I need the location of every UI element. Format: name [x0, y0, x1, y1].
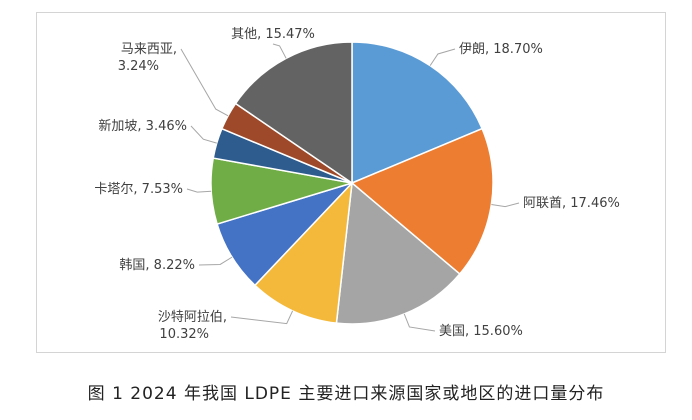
data-label: 新加坡, 3.46%	[98, 118, 187, 134]
figure-caption: 图 1 2024 年我国 LDPE 主要进口来源国家或地区的进口量分布	[87, 384, 605, 404]
data-label: 伊朗, 18.70%	[459, 42, 543, 57]
pie-slice	[350, 127, 494, 276]
data-label: 美国, 15.60%	[439, 324, 523, 339]
leader-line	[272, 43, 287, 59]
data-label: 阿联酋, 17.46%	[523, 195, 620, 211]
leader-line	[186, 188, 212, 193]
leader-line	[403, 313, 436, 332]
data-label: 马来西亚, 3.24%	[118, 42, 177, 74]
data-label: 沙特阿拉伯, 10.32%	[158, 310, 227, 342]
leader-line	[190, 125, 217, 144]
pie-slice	[351, 41, 484, 185]
leader-line	[198, 256, 233, 266]
data-label: 韩国, 8.22%	[119, 258, 195, 273]
data-label: 卡塔尔, 7.53%	[94, 182, 183, 197]
leader-line	[180, 48, 229, 117]
data-label: 其他, 15.47%	[231, 27, 315, 42]
pie-slice	[335, 181, 461, 325]
pie-chart: 伊朗, 18.70% 阿联酋, 17.46% 美国, 15.60% 沙特阿拉伯, 10.…	[94, 27, 620, 342]
chart-area: 伊朗, 18.70% 阿联酋, 17.46% 美国, 15.60% 沙特阿拉伯, 10.…	[36, 12, 666, 353]
leader-line	[429, 48, 456, 66]
leader-line	[491, 202, 520, 208]
leader-line	[230, 310, 294, 325]
